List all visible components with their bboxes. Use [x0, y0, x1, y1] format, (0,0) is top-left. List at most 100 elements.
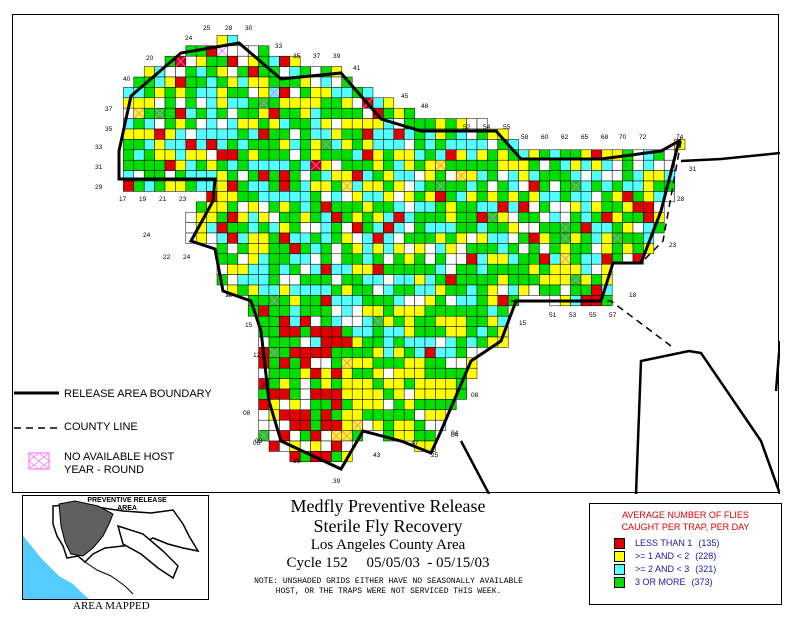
grid-cell: [143, 139, 155, 151]
grid-cell: [601, 222, 613, 234]
grid-cell: [237, 284, 249, 296]
grid-cell: [237, 149, 249, 161]
grid-cell: [507, 201, 519, 213]
grid-cell: [351, 367, 363, 379]
grid-cell: [528, 159, 540, 171]
title-line1: Medfly Preventive Release: [290, 496, 486, 516]
inset-map-graphic: PREVENTIVE RELEASE AREA: [23, 497, 200, 599]
grid-cell: [258, 243, 270, 255]
grid-cell: [320, 399, 332, 411]
grid-cell: [331, 440, 343, 452]
grid-cell: [299, 409, 311, 421]
grid-cell: [299, 232, 311, 244]
grid-cell: [154, 159, 166, 171]
grid-cell: [424, 222, 436, 234]
grid-cell: [247, 211, 259, 223]
county-line-symbol: [14, 427, 59, 429]
grid-cell: [424, 263, 436, 275]
grid-cell: [237, 222, 249, 234]
grid-cell: [403, 295, 415, 307]
grid-cell: [310, 315, 322, 327]
grid-cell: [268, 97, 280, 109]
grid-cell: [487, 201, 499, 213]
grid-cell: [216, 232, 228, 244]
grid-cell: [258, 159, 270, 171]
grid-cell: [507, 232, 519, 244]
grid-cell: [466, 315, 478, 327]
grid-cell: [580, 232, 592, 244]
grid-cell: [497, 180, 509, 192]
grid-cell: [435, 399, 447, 411]
grid-cell: [195, 97, 207, 109]
grid-cell: [310, 97, 322, 109]
grid-cell: [331, 284, 343, 296]
grid-cell: [299, 149, 311, 161]
grid-cell: [393, 139, 405, 151]
grid-cell: [414, 149, 426, 161]
grid-label-top: 58: [521, 134, 529, 141]
grid-cell: [310, 388, 322, 400]
grid-cell: [414, 284, 426, 296]
grid-cell: [185, 118, 197, 130]
grid-cell: [185, 66, 197, 78]
grid-cell: [237, 97, 249, 109]
grid-cell: [424, 430, 436, 442]
grid-cell: [247, 191, 259, 203]
grid-label-top: 62: [561, 134, 569, 141]
no-host-mark: [320, 139, 332, 151]
grid-cell: [351, 232, 363, 244]
grid-cell: [268, 253, 280, 265]
grid-cell: [643, 191, 655, 203]
grid-cell: [424, 367, 436, 379]
grid-cell: [320, 170, 332, 182]
grid-cell: [279, 211, 291, 223]
grid-cell: [195, 55, 207, 67]
grid-cell: [341, 367, 353, 379]
grid-cell: [403, 274, 415, 286]
grid-cell: [445, 315, 457, 327]
grid-cell: [341, 139, 353, 151]
map-note: NOTE: UNSHADED GRIDS EITHER HAVE NO SEAS…: [216, 577, 561, 597]
grid-cell: [528, 232, 540, 244]
grid-cell: [476, 211, 488, 223]
grid-cell: [362, 347, 374, 359]
grid-cell: [247, 284, 259, 296]
grid-cell: [372, 170, 384, 182]
grid-cell: [310, 201, 322, 213]
grid-cell: [414, 139, 426, 151]
grid-cell: [549, 180, 561, 192]
grid-cell: [591, 159, 603, 171]
grid-cell: [237, 66, 249, 78]
grid-cell: [351, 295, 363, 307]
grid-cell: [507, 159, 519, 171]
grid-cell: [320, 274, 332, 286]
grid-cell: [143, 107, 155, 119]
grid-cell: [393, 201, 405, 213]
grid-cell: [351, 107, 363, 119]
grid-cell: [310, 295, 322, 307]
category-count: (135): [698, 538, 720, 548]
grid-cell: [299, 430, 311, 442]
grid-cell: [435, 201, 447, 213]
grid-cell: [393, 284, 405, 296]
grid-label-bottom: 25: [431, 452, 439, 459]
grid-cell: [279, 149, 291, 161]
grid-cell: [320, 118, 332, 130]
grid-cell: [237, 55, 249, 67]
grid-cell: [632, 211, 644, 223]
grid-cell: [341, 232, 353, 244]
grid-cell: [403, 263, 415, 275]
grid-cell: [362, 211, 374, 223]
grid-cell: [424, 191, 436, 203]
grid-cell: [487, 159, 499, 171]
grid-cell: [279, 305, 291, 317]
grid-cell: [601, 243, 613, 255]
grid-cell: [466, 284, 478, 296]
grid-cell: [414, 159, 426, 171]
grid-cell: [403, 128, 415, 140]
grid-cell: [393, 222, 405, 234]
grid-cell: [310, 284, 322, 296]
grid-map: 25 28 30 24 33 35 37 39 20 41 45 48 52 54 55 58 60 62 65 68…: [95, 25, 780, 494]
grid-cell: [237, 87, 249, 99]
grid-cell: [435, 357, 447, 369]
